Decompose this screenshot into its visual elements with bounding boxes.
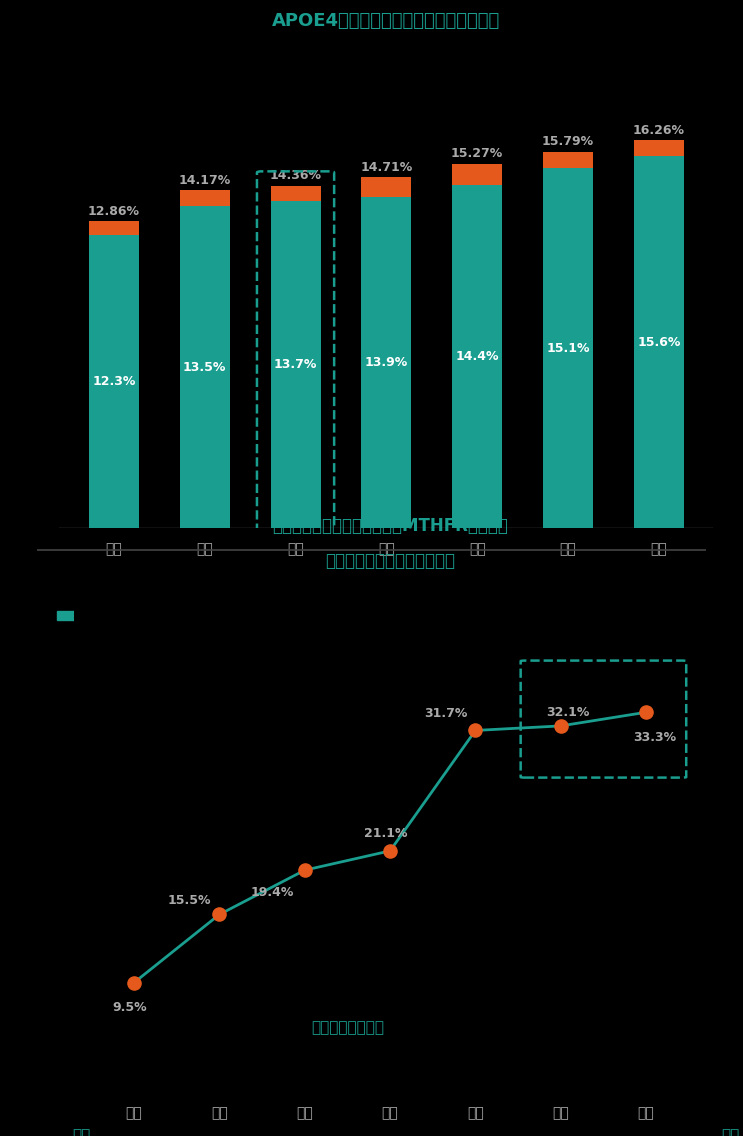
Bar xyxy=(361,197,412,528)
Text: 亚甲基四氢叶酸还原酶基因（MTHFR）的突变: 亚甲基四氢叶酸还原酶基因（MTHFR）的突变 xyxy=(272,517,508,535)
Text: 32.1%: 32.1% xyxy=(546,705,589,719)
Bar xyxy=(452,185,502,528)
Bar xyxy=(634,141,684,156)
Text: 9.5%: 9.5% xyxy=(112,1001,147,1014)
Text: 33.3%: 33.3% xyxy=(633,730,676,744)
Bar xyxy=(452,164,502,185)
Text: 天津: 天津 xyxy=(196,543,213,557)
Text: 北京: 北京 xyxy=(288,543,304,557)
Text: 成都: 成都 xyxy=(559,543,577,557)
Text: 15.5%: 15.5% xyxy=(168,894,211,908)
Text: 15.6%: 15.6% xyxy=(637,335,681,349)
Bar xyxy=(543,168,593,528)
Point xyxy=(555,717,567,735)
Point xyxy=(384,842,396,860)
Text: 长春: 长春 xyxy=(469,543,485,557)
Text: 12.3%: 12.3% xyxy=(92,375,136,389)
Text: 16.26%: 16.26% xyxy=(633,124,685,136)
Text: 15.27%: 15.27% xyxy=(451,148,503,160)
Bar xyxy=(270,185,320,201)
Text: 19.4%: 19.4% xyxy=(250,886,294,900)
Bar xyxy=(180,190,230,207)
Bar xyxy=(89,222,139,235)
Text: 14.36%: 14.36% xyxy=(270,169,322,182)
Bar xyxy=(180,207,230,528)
Text: 14.4%: 14.4% xyxy=(455,350,499,364)
Text: 广州: 广州 xyxy=(106,543,123,557)
Point xyxy=(213,905,225,924)
Text: 12.86%: 12.86% xyxy=(88,204,140,218)
Point xyxy=(640,703,652,721)
Legend: e3/e4基因型（～3倍风险）, e4/e4基因型（～12倍风险）: e3/e4基因型（～3倍风险）, e4/e4基因型（～12倍风险） xyxy=(52,604,367,627)
Text: 14.17%: 14.17% xyxy=(178,174,231,186)
Text: 15.1%: 15.1% xyxy=(546,342,590,354)
Text: 南京: 南京 xyxy=(378,543,395,557)
Text: 13.5%: 13.5% xyxy=(183,361,227,374)
Text: 13.9%: 13.9% xyxy=(365,356,408,369)
Text: 31.7%: 31.7% xyxy=(424,707,467,720)
Text: 与高血压等心脑血管疾病相关: 与高血压等心脑血管疾病相关 xyxy=(325,552,455,570)
Bar xyxy=(270,201,320,528)
Text: 南方: 南方 xyxy=(73,1128,91,1136)
Text: 21.1%: 21.1% xyxy=(364,827,408,841)
Point xyxy=(470,721,481,740)
Text: 14.71%: 14.71% xyxy=(360,160,412,174)
Point xyxy=(299,861,311,879)
Title: APOE4风险基因型增加阿尔茨海默症风险: APOE4风险基因型增加阿尔茨海默症风险 xyxy=(272,12,501,31)
Text: 北方: 北方 xyxy=(721,1128,739,1136)
Bar xyxy=(361,177,412,197)
Text: 15.79%: 15.79% xyxy=(542,135,594,148)
Bar xyxy=(634,156,684,528)
Point xyxy=(128,974,140,992)
Bar xyxy=(543,151,593,168)
Text: 上海: 上海 xyxy=(650,543,667,557)
Bar xyxy=(89,235,139,528)
Text: 13.7%: 13.7% xyxy=(274,358,317,371)
Text: 呈现明显递增趋势: 呈现明显递增趋势 xyxy=(311,1020,384,1036)
